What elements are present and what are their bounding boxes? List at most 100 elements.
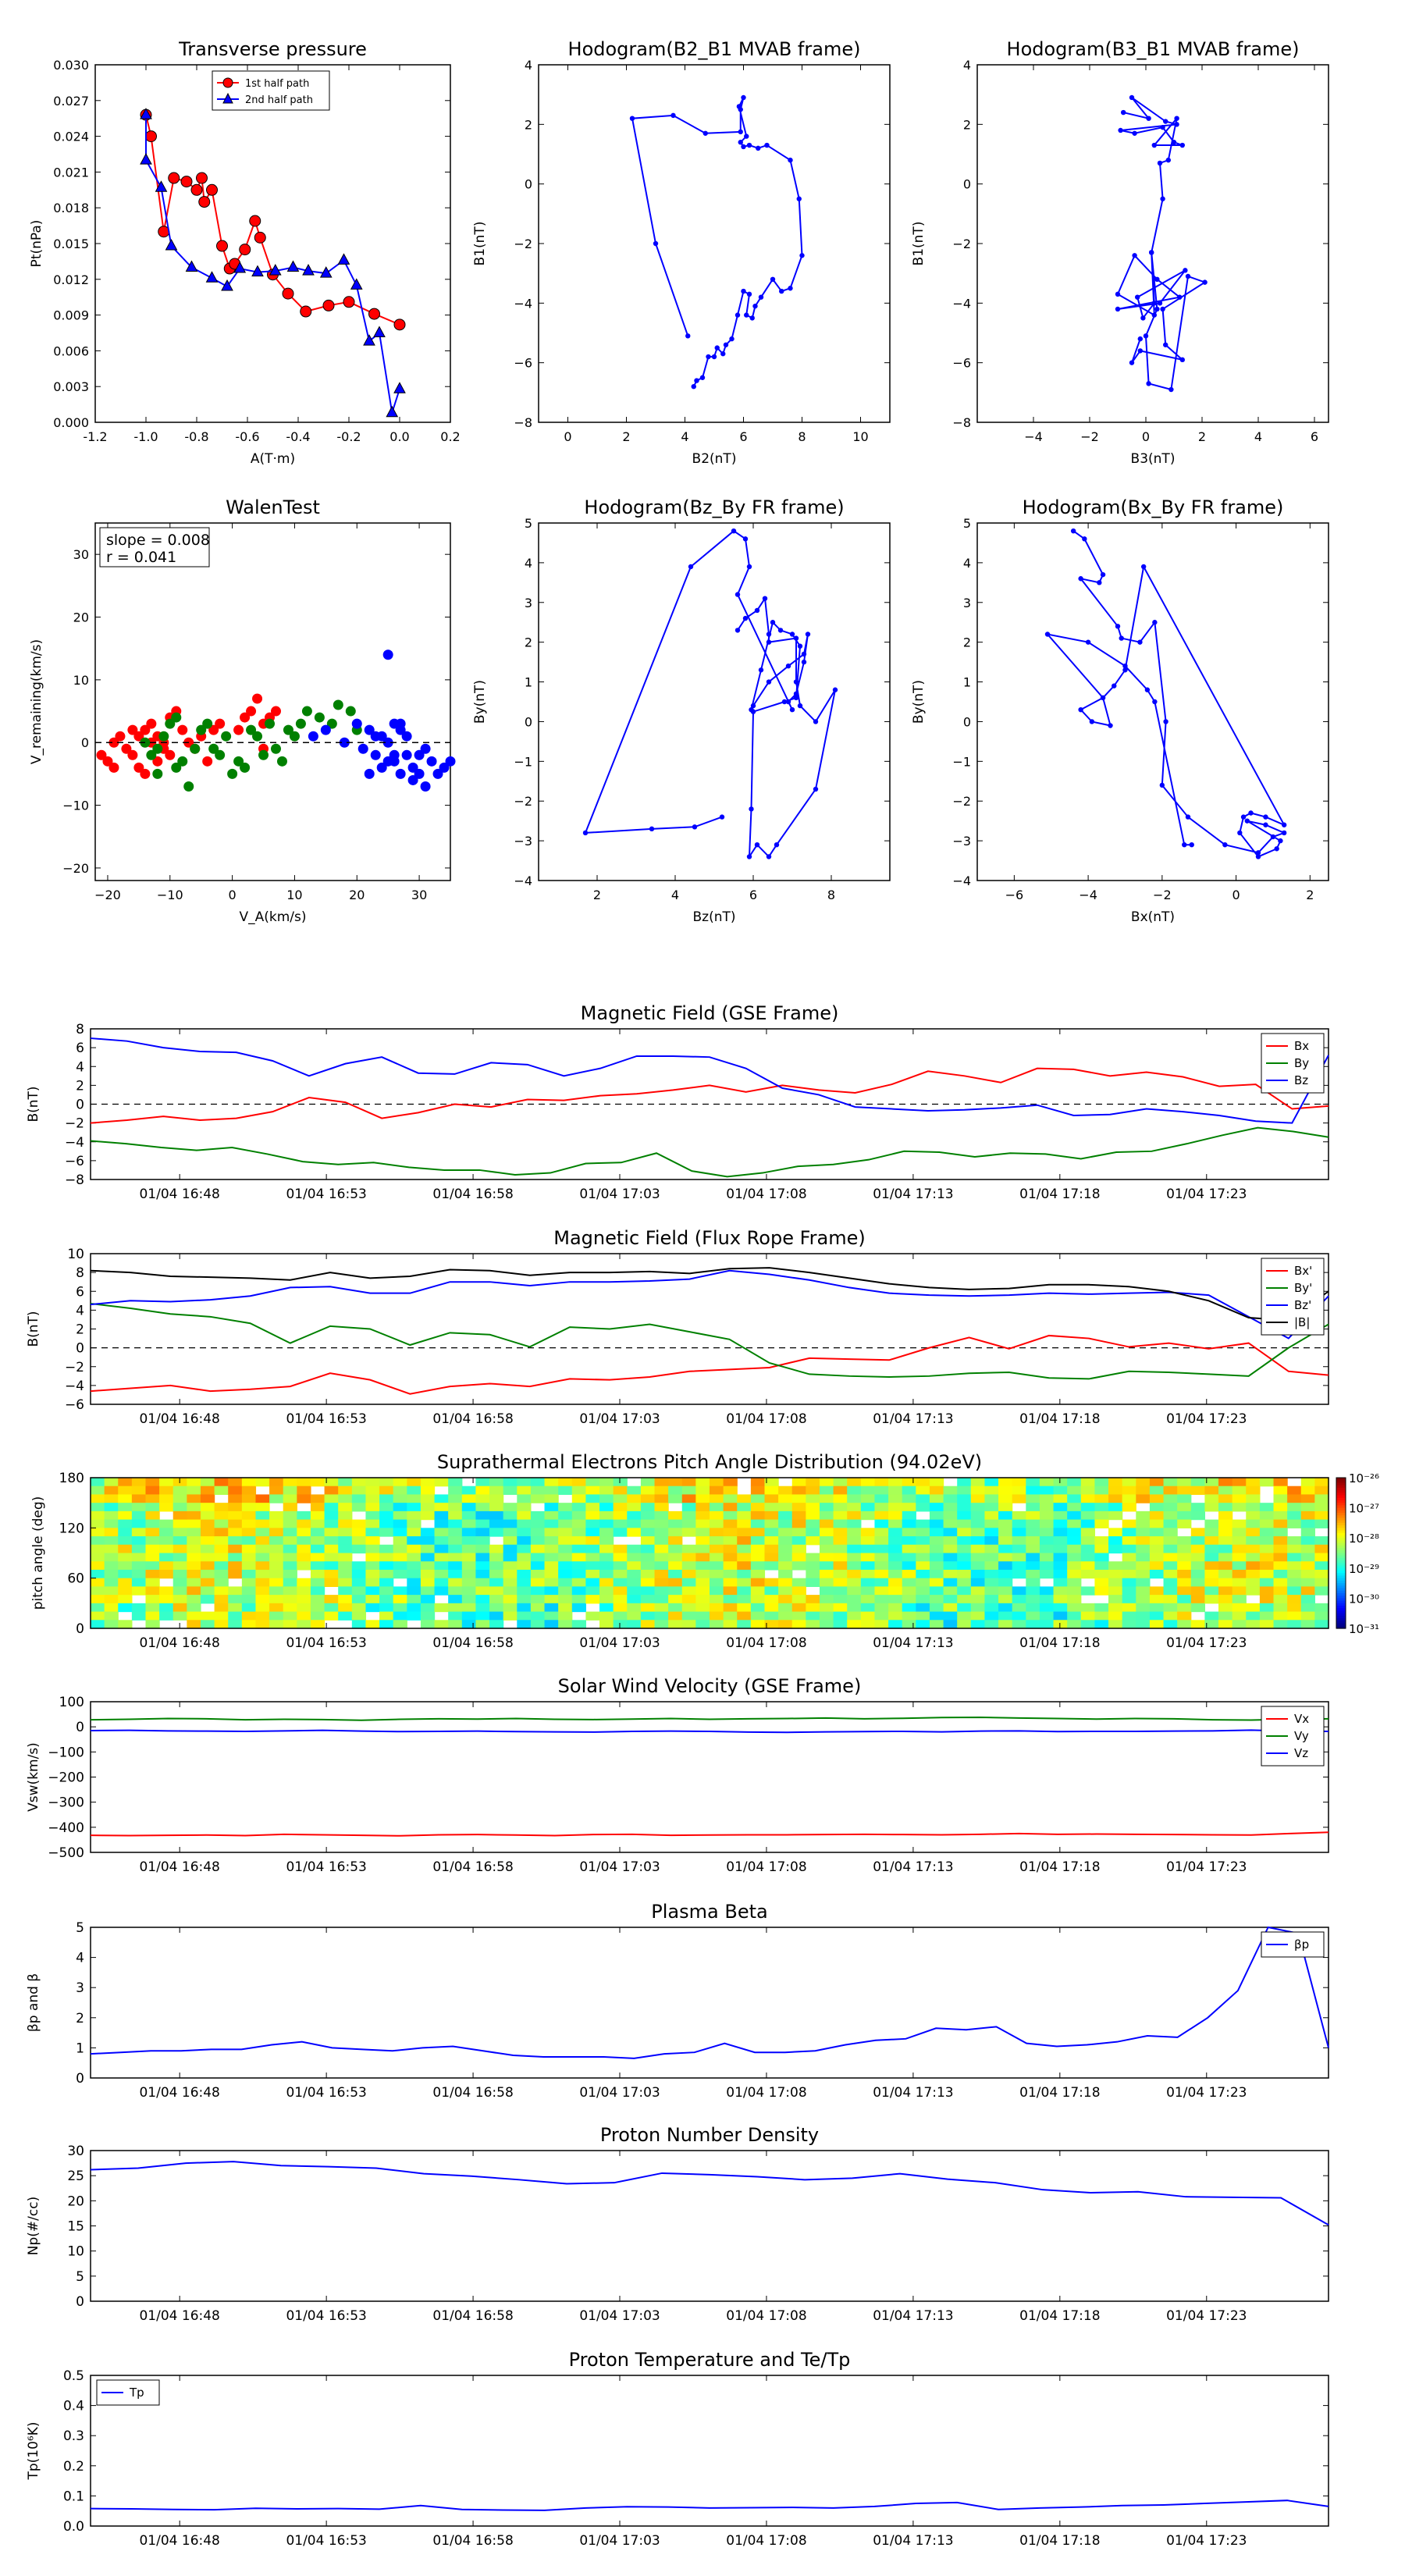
heatmap-cell [1273, 1485, 1288, 1496]
data-point [706, 354, 711, 360]
heatmap-cell [475, 1528, 490, 1537]
chart-vsw: Solar Wind Velocity (GSE Frame)−500−400−… [26, 1675, 1329, 1875]
heatmap-cell [833, 1595, 848, 1604]
heatmap-cell [613, 1544, 628, 1554]
heatmap-cell [131, 1478, 147, 1487]
heatmap-cell [1136, 1519, 1151, 1528]
heatmap-cell [489, 1528, 504, 1537]
heatmap-cell [750, 1595, 766, 1604]
heatmap-cell [407, 1595, 422, 1604]
heatmap-cell [998, 1510, 1013, 1521]
heatmap-cell [365, 1569, 380, 1579]
heatmap-cell [1204, 1478, 1219, 1487]
heatmap-cell [104, 1503, 119, 1512]
heatmap-cell [806, 1611, 820, 1621]
data-point [270, 743, 281, 754]
heatmap-cell [1067, 1620, 1082, 1629]
heatmap-cell [131, 1519, 147, 1528]
heatmap-cell [1108, 1503, 1123, 1512]
heatmap-cell [585, 1485, 600, 1496]
chart-np: Proton Number Density051015202530Np(#/cc… [26, 2124, 1329, 2324]
data-point [742, 615, 749, 621]
heatmap-cell [338, 1603, 353, 1613]
heatmap-cell [627, 1503, 642, 1512]
heatmap-cell [819, 1569, 834, 1579]
data-point [206, 183, 218, 196]
heatmap-cell [723, 1510, 738, 1521]
heatmap-cell [159, 1553, 174, 1562]
heatmap-cell [640, 1478, 656, 1487]
y-tick-label: 180 [59, 1471, 84, 1486]
heatmap-cell [695, 1561, 710, 1571]
data-point [649, 826, 655, 832]
heatmap-cell [269, 1578, 284, 1587]
heatmap-cell [118, 1578, 133, 1587]
heatmap-cell [778, 1485, 793, 1496]
heatmap-cell [571, 1586, 586, 1596]
heatmap-cell [929, 1586, 944, 1596]
data-point [426, 756, 437, 767]
heatmap-cell [91, 1603, 105, 1613]
heatmap-cell [283, 1478, 297, 1487]
heatmap-cell [750, 1503, 766, 1512]
heatmap-cell [200, 1478, 215, 1487]
heatmap-cell [118, 1586, 133, 1596]
heatmap-cell [241, 1611, 257, 1621]
heatmap-cell [970, 1544, 986, 1554]
heatmap-cell [1149, 1519, 1165, 1528]
y-tick-label: −4 [952, 873, 971, 888]
heatmap-cell [558, 1595, 573, 1604]
data-point [240, 762, 251, 773]
heatmap-cell [558, 1603, 573, 1613]
data-point [1121, 109, 1126, 116]
y-tick-label: 0.027 [53, 94, 89, 109]
heatmap-cell [530, 1578, 546, 1587]
data-point [171, 712, 182, 723]
heatmap-cell [778, 1544, 793, 1554]
x-tick-label: −2 [1153, 888, 1172, 902]
heatmap-cell [475, 1586, 490, 1596]
heatmap-cell [806, 1503, 820, 1512]
heatmap-cell [998, 1503, 1013, 1512]
y-tick-label: 5 [76, 1920, 84, 1936]
chart-title: Proton Temperature and Te/Tp [569, 2349, 851, 2371]
heatmap-cell [379, 1603, 394, 1613]
data-point [766, 854, 772, 859]
annotation-text: r = 0.041 [106, 549, 176, 566]
heatmap-cell [1012, 1611, 1026, 1621]
heatmap-cell [943, 1603, 958, 1613]
heatmap-cell [1108, 1510, 1123, 1521]
heatmap-cell [448, 1528, 463, 1537]
heatmap-cell [558, 1536, 573, 1546]
data-point [1115, 306, 1121, 312]
heatmap-cell [640, 1485, 656, 1496]
heatmap-cell [187, 1510, 201, 1521]
heatmap-cell [902, 1494, 916, 1503]
heatmap-cell [710, 1536, 724, 1546]
colorbar-segment [1336, 1603, 1346, 1606]
data-point [146, 718, 157, 729]
y-tick-label: −8 [514, 415, 532, 430]
heatmap-cell [681, 1620, 696, 1629]
data-point [208, 724, 219, 735]
time-tick-label: 01/04 16:58 [432, 1411, 513, 1427]
heatmap-cell [544, 1536, 559, 1546]
heatmap-cell [1149, 1620, 1165, 1629]
heatmap-cell [585, 1519, 600, 1528]
heatmap-cell [338, 1485, 353, 1496]
heatmap-cell [902, 1586, 916, 1596]
heatmap-cell [1300, 1553, 1315, 1562]
heatmap-cell [1053, 1485, 1068, 1496]
heatmap-cell [104, 1553, 119, 1562]
heatmap-cell [448, 1553, 463, 1562]
heatmap-cell [791, 1536, 806, 1546]
chart-h4: Hodogram(Bx_By FR frame)−6 −4 −2 0 2−4−3−2−1… [911, 496, 1329, 925]
y-tick-label: 0.009 [53, 308, 89, 323]
time-tick-label: 01/04 17:03 [579, 1187, 660, 1202]
heatmap-cell [668, 1478, 683, 1487]
heatmap-cell [214, 1578, 229, 1587]
heatmap-cell [819, 1536, 834, 1546]
chart-tp: Proton Temperature and Te/Tp0.00.10.20.3… [26, 2349, 1329, 2549]
heatmap-cell [104, 1603, 119, 1613]
heatmap-cell [874, 1494, 889, 1503]
